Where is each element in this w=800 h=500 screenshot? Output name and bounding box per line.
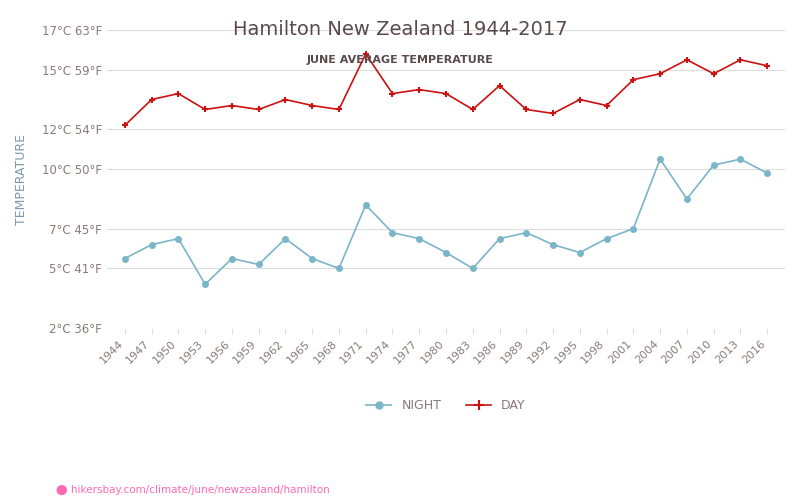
Text: Hamilton New Zealand 1944-2017: Hamilton New Zealand 1944-2017 [233, 20, 567, 39]
Legend: NIGHT, DAY: NIGHT, DAY [362, 394, 530, 417]
Text: ⬤ hikersbay.com/climate/june/newzealand/hamilton: ⬤ hikersbay.com/climate/june/newzealand/… [56, 485, 330, 495]
Y-axis label: TEMPERATURE: TEMPERATURE [15, 134, 28, 224]
Text: JUNE AVERAGE TEMPERATURE: JUNE AVERAGE TEMPERATURE [306, 55, 494, 65]
